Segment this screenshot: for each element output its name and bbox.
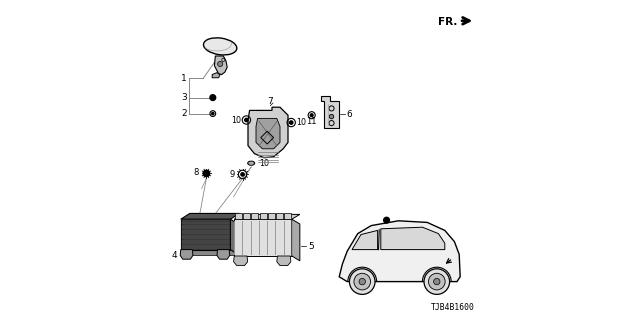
Polygon shape — [234, 214, 300, 219]
Text: 4: 4 — [172, 252, 178, 260]
Text: 2: 2 — [181, 109, 187, 118]
Text: 11: 11 — [307, 117, 317, 126]
Circle shape — [289, 121, 293, 124]
Circle shape — [204, 170, 210, 177]
Text: 5: 5 — [308, 242, 314, 251]
Circle shape — [424, 269, 450, 294]
Polygon shape — [217, 250, 230, 259]
Polygon shape — [234, 219, 292, 256]
Polygon shape — [321, 96, 339, 128]
Text: 3: 3 — [181, 93, 187, 102]
Text: 10: 10 — [259, 159, 269, 168]
Polygon shape — [256, 118, 280, 149]
Polygon shape — [212, 73, 220, 78]
Text: 9: 9 — [229, 170, 235, 179]
Circle shape — [359, 278, 365, 285]
Ellipse shape — [248, 161, 255, 165]
Polygon shape — [292, 219, 300, 261]
Polygon shape — [352, 230, 378, 250]
Text: 8: 8 — [193, 168, 198, 177]
Polygon shape — [284, 213, 291, 219]
Text: 6: 6 — [346, 110, 352, 119]
Polygon shape — [181, 213, 239, 219]
Circle shape — [354, 273, 371, 290]
Circle shape — [218, 61, 223, 67]
Polygon shape — [252, 213, 259, 219]
Polygon shape — [234, 256, 248, 266]
Circle shape — [349, 269, 375, 294]
Text: FR.: FR. — [438, 17, 457, 27]
Polygon shape — [235, 213, 242, 219]
Circle shape — [212, 112, 214, 115]
Text: TJB4B1600: TJB4B1600 — [431, 303, 475, 312]
Polygon shape — [243, 213, 250, 219]
Circle shape — [384, 217, 390, 223]
Circle shape — [434, 278, 440, 285]
Circle shape — [244, 118, 248, 122]
Polygon shape — [181, 219, 230, 250]
Polygon shape — [277, 256, 291, 266]
Polygon shape — [381, 227, 445, 250]
Ellipse shape — [204, 38, 237, 55]
Polygon shape — [276, 213, 283, 219]
Polygon shape — [214, 56, 227, 75]
Circle shape — [210, 95, 216, 100]
Text: 7: 7 — [268, 97, 273, 106]
Circle shape — [310, 114, 313, 116]
Text: 1: 1 — [181, 74, 187, 83]
Polygon shape — [230, 219, 239, 255]
Polygon shape — [268, 213, 275, 219]
Circle shape — [329, 114, 334, 119]
Polygon shape — [180, 250, 193, 259]
Circle shape — [241, 173, 244, 176]
Text: 10: 10 — [297, 118, 307, 127]
Text: 10: 10 — [231, 116, 241, 124]
Polygon shape — [339, 221, 460, 282]
Polygon shape — [248, 107, 288, 158]
Polygon shape — [189, 225, 239, 255]
Polygon shape — [260, 213, 266, 219]
Circle shape — [429, 273, 445, 290]
